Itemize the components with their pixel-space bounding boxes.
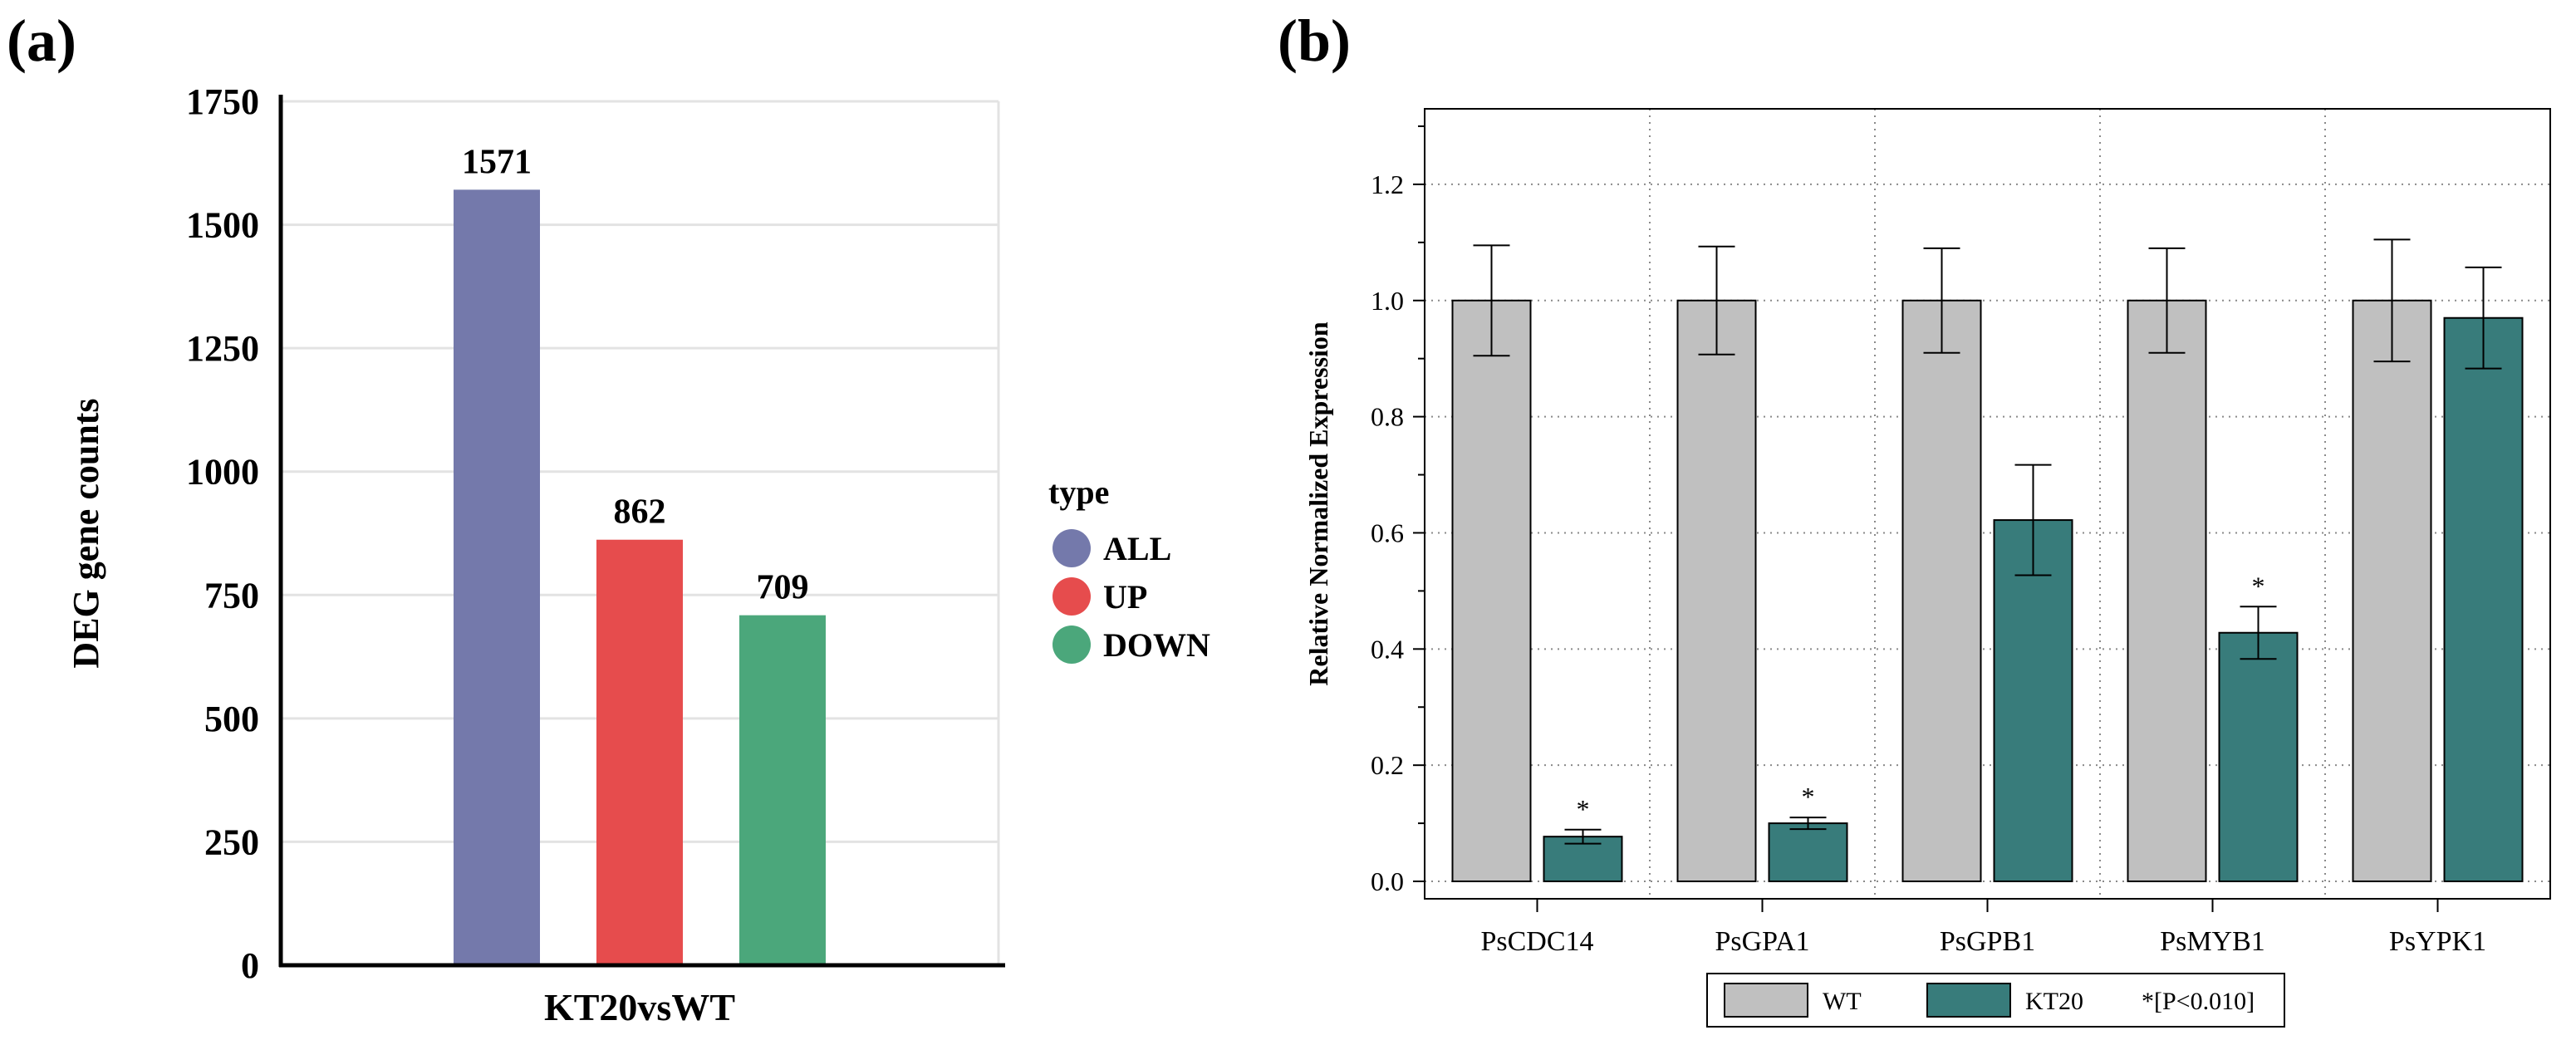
a-bar-down [739,615,826,965]
b-y-tick-label: 0.0 [1371,866,1404,896]
a-bar-all [454,189,540,965]
b-bar-kt20-psgpa1 [1768,822,1848,883]
b-bar-wt-psgpa1 [1676,299,1757,883]
b-x-tick-label-pscdc14: PsCDC14 [1480,926,1593,957]
b-legend-label-wt: WT [1823,988,1862,1015]
b-legend-swatch-wt [1724,983,1808,1018]
a-legend-label-down: DOWN [1103,626,1210,664]
b-significance-marker-psmyb1: * [2252,571,2265,601]
a-value-labels: 1571 862 709 [462,143,809,606]
a-y-tick-label: 1500 [186,205,259,246]
a-gridlines [281,100,1000,967]
b-bar-kt20-psmyb1 [2218,631,2299,883]
b-x-tick-label-psmyb1: PsMYB1 [2160,926,2265,957]
b-significance-markers: * * * [1577,571,2265,824]
a-y-tick-label: 500 [204,699,259,739]
a-legend: type ALL UP DOWN [1048,473,1210,664]
chart-a: 0 250 500 750 1000 1250 1500 1750 1571 862 709 DE… [66,81,1210,1028]
b-bars [1451,299,2524,883]
b-bar-kt20-psgpb1 [1993,519,2073,883]
a-y-tick-label: 750 [204,575,259,616]
b-bar-wt-pscdc14 [1451,299,1532,883]
b-significance-marker-psgpa1: * [1802,782,1815,812]
a-y-tick-label: 250 [204,822,259,862]
a-y-axis-label: DEG gene counts [66,398,106,668]
b-x-tick-labels: PsCDC14 PsGPA1 PsGPB1 PsMYB1 PsYPK1 [1480,899,2486,957]
a-value-label-down: 709 [757,569,809,607]
a-legend-label-all: ALL [1103,530,1171,567]
a-legend-swatch-all [1052,529,1091,567]
a-value-label-all: 1571 [462,143,532,181]
a-y-tick-labels: 0 250 500 750 1000 1250 1500 1750 [186,81,259,986]
b-y-tick-label: 0.8 [1371,402,1404,432]
b-error-bars [1473,238,2502,845]
b-x-tick-label-psypk1: PsYPK1 [2389,926,2486,957]
b-y-tick-label: 0.6 [1371,518,1404,547]
b-y-tick-label: 1.2 [1371,169,1404,199]
b-x-tick-label-psgpa1: PsGPA1 [1715,926,1809,957]
b-x-tick-label-psgpb1: PsGPB1 [1940,926,2035,957]
a-legend-label-up: UP [1103,578,1147,616]
a-value-label-up: 862 [614,493,666,532]
panel-label-b: (b) [1278,7,1351,74]
b-y-axis-label: Relative Normalized Expression [1303,321,1333,686]
b-bar-kt20-psypk1 [2443,316,2524,883]
b-legend-swatch-kt20 [1926,983,2011,1018]
a-bars [454,189,826,965]
b-bar-wt-psypk1 [2352,299,2432,883]
b-y-tick-label: 0.2 [1371,750,1404,780]
b-legend-label-kt20: KT20 [2025,988,2083,1015]
a-y-tick-label: 1250 [186,328,259,369]
a-legend-swatch-up [1052,577,1091,616]
a-legend-swatch-down [1052,625,1091,664]
a-legend-title: type [1048,473,1109,511]
a-bar-up [596,539,683,965]
a-y-tick-label: 0 [241,945,259,986]
b-y-tick-label: 1.0 [1371,286,1404,316]
a-x-axis-label: KT20vsWT [544,986,735,1028]
b-legend: *[P<0.010] WT KT20 [1706,973,2285,1028]
panel-label-a: (a) [7,7,76,74]
b-bar-wt-psgpb1 [1901,299,1982,883]
chart-b: 0.00.20.40.60.81.01.2 * ** PsCDC14 PsGPA1 P… [1303,108,2551,1028]
b-bar-wt-psmyb1 [2127,299,2207,883]
b-y-tick-labels: 0.0 0.2 0.4 0.6 0.8 1.0 1.2 [1371,125,1425,896]
a-y-tick-label: 1750 [186,81,259,122]
b-y-tick-label: 0.4 [1371,634,1404,664]
a-y-tick-label: 1000 [186,452,259,493]
b-legend-note: *[P<0.010] [2142,988,2255,1015]
b-significance-marker-pscdc14: * [1577,794,1590,824]
